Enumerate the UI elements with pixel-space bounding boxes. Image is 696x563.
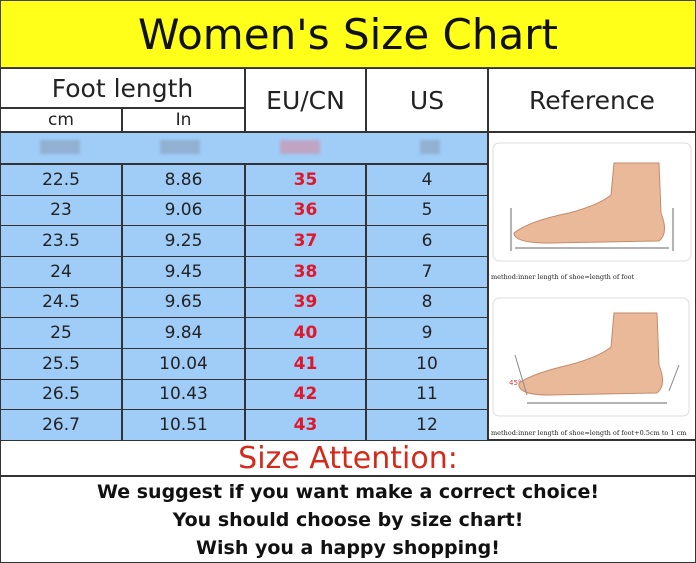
cell-eu: 41	[245, 348, 366, 380]
cell-eu: 38	[245, 256, 366, 288]
blurred-mark	[280, 140, 320, 154]
cell-in: 9.84	[122, 317, 245, 349]
angle-label: 45°	[509, 379, 521, 387]
cell-eu: 43	[245, 409, 366, 441]
blurred-mark	[160, 140, 200, 154]
reference-caption-2: method:inner length of shoe=length of fo…	[491, 429, 687, 437]
attention-line-3: Wish you a happy shopping!	[196, 537, 500, 559]
cell-eu: 36	[245, 194, 366, 227]
cell-cm: 26.5	[0, 378, 122, 411]
cell-cm: 22.5	[0, 164, 122, 196]
header-in: In	[122, 108, 245, 132]
cell-eu: 37	[245, 225, 366, 257]
header-eu-cn: EU/CN	[245, 68, 366, 132]
cell-in: 9.65	[122, 286, 245, 319]
reference-panel: 45° method:inner length of shoe=length o…	[488, 132, 696, 440]
cell-in: 10.43	[122, 378, 245, 411]
cell-cm: 26.7	[0, 409, 122, 441]
cell-cm: 23	[0, 194, 122, 227]
cell-cm: 25	[0, 317, 122, 349]
cell-cm: 24	[0, 256, 122, 288]
cell-cm: 24.5	[0, 286, 122, 319]
cell-eu: 42	[245, 378, 366, 411]
cell-us: 5	[366, 194, 488, 227]
cell-us: 9	[366, 317, 488, 349]
blurred-mark	[420, 140, 440, 154]
reference-caption-1: method:inner length of shoe=length of fo…	[491, 273, 635, 281]
cell-eu: 35	[245, 164, 366, 196]
cell-us: 10	[366, 348, 488, 380]
cell-in: 10.04	[122, 348, 245, 380]
cell-cm: 25.5	[0, 348, 122, 380]
cell-eu: 39	[245, 286, 366, 319]
chart-title: Women's Size Chart	[0, 0, 696, 68]
cell-in: 8.86	[122, 164, 245, 196]
foot-illustration: 45°	[492, 142, 692, 417]
cell-in: 9.06	[122, 194, 245, 227]
cell-in: 10.51	[122, 409, 245, 441]
cell-in: 9.45	[122, 256, 245, 288]
size-attention-title: Size Attention:	[0, 440, 696, 476]
cell-us: 7	[366, 256, 488, 288]
cell-us: 8	[366, 286, 488, 319]
cell-us: 4	[366, 164, 488, 196]
cell-eu: 40	[245, 317, 366, 349]
attention-line-1: We suggest if you want make a correct ch…	[96, 481, 600, 503]
cell-us: 11	[366, 378, 488, 411]
blurred-row	[0, 132, 488, 164]
cell-us: 12	[366, 409, 488, 441]
attention-line-2: You should choose by size chart!	[172, 509, 524, 531]
cell-cm: 23.5	[0, 225, 122, 257]
blurred-mark	[40, 140, 80, 154]
cell-in: 9.25	[122, 225, 245, 257]
header-foot-length: Foot length	[0, 68, 245, 108]
header-us: US	[366, 68, 488, 132]
header-reference: Reference	[488, 68, 696, 132]
header-cm: cm	[0, 108, 122, 132]
cell-us: 6	[366, 225, 488, 257]
